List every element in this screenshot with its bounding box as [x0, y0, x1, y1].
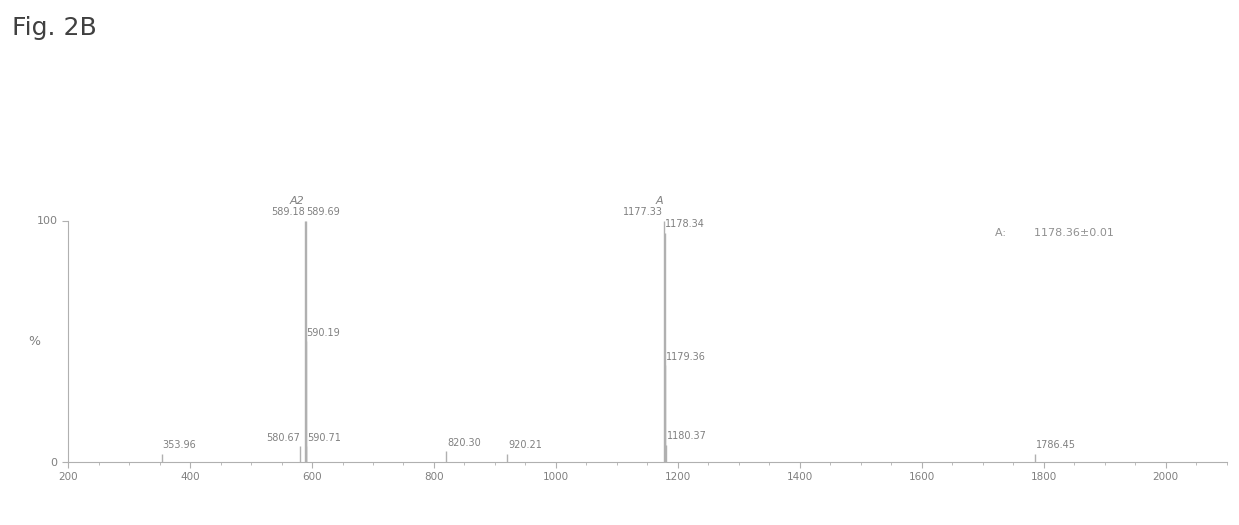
Text: A:        1178.36±0.01: A: 1178.36±0.01 [995, 228, 1114, 238]
Text: 1786.45: 1786.45 [1036, 440, 1075, 450]
Text: A2: A2 [290, 196, 305, 206]
Text: 1180.37: 1180.37 [667, 432, 706, 442]
Text: 589.18: 589.18 [271, 207, 305, 217]
Text: 590.71: 590.71 [307, 433, 341, 443]
Text: 1179.36: 1179.36 [665, 352, 706, 362]
Y-axis label: %: % [28, 335, 40, 348]
Text: 589.69: 589.69 [306, 207, 341, 217]
Text: 580.67: 580.67 [265, 433, 300, 443]
Text: 1177.33: 1177.33 [623, 207, 663, 217]
Text: 920.21: 920.21 [508, 440, 541, 450]
Text: A: A [655, 196, 663, 206]
Text: 1178.34: 1178.34 [665, 219, 705, 229]
Text: 820.30: 820.30 [447, 437, 481, 447]
Text: 353.96: 353.96 [162, 440, 196, 450]
Text: Fig. 2B: Fig. 2B [12, 16, 97, 40]
Text: 590.19: 590.19 [307, 328, 341, 338]
